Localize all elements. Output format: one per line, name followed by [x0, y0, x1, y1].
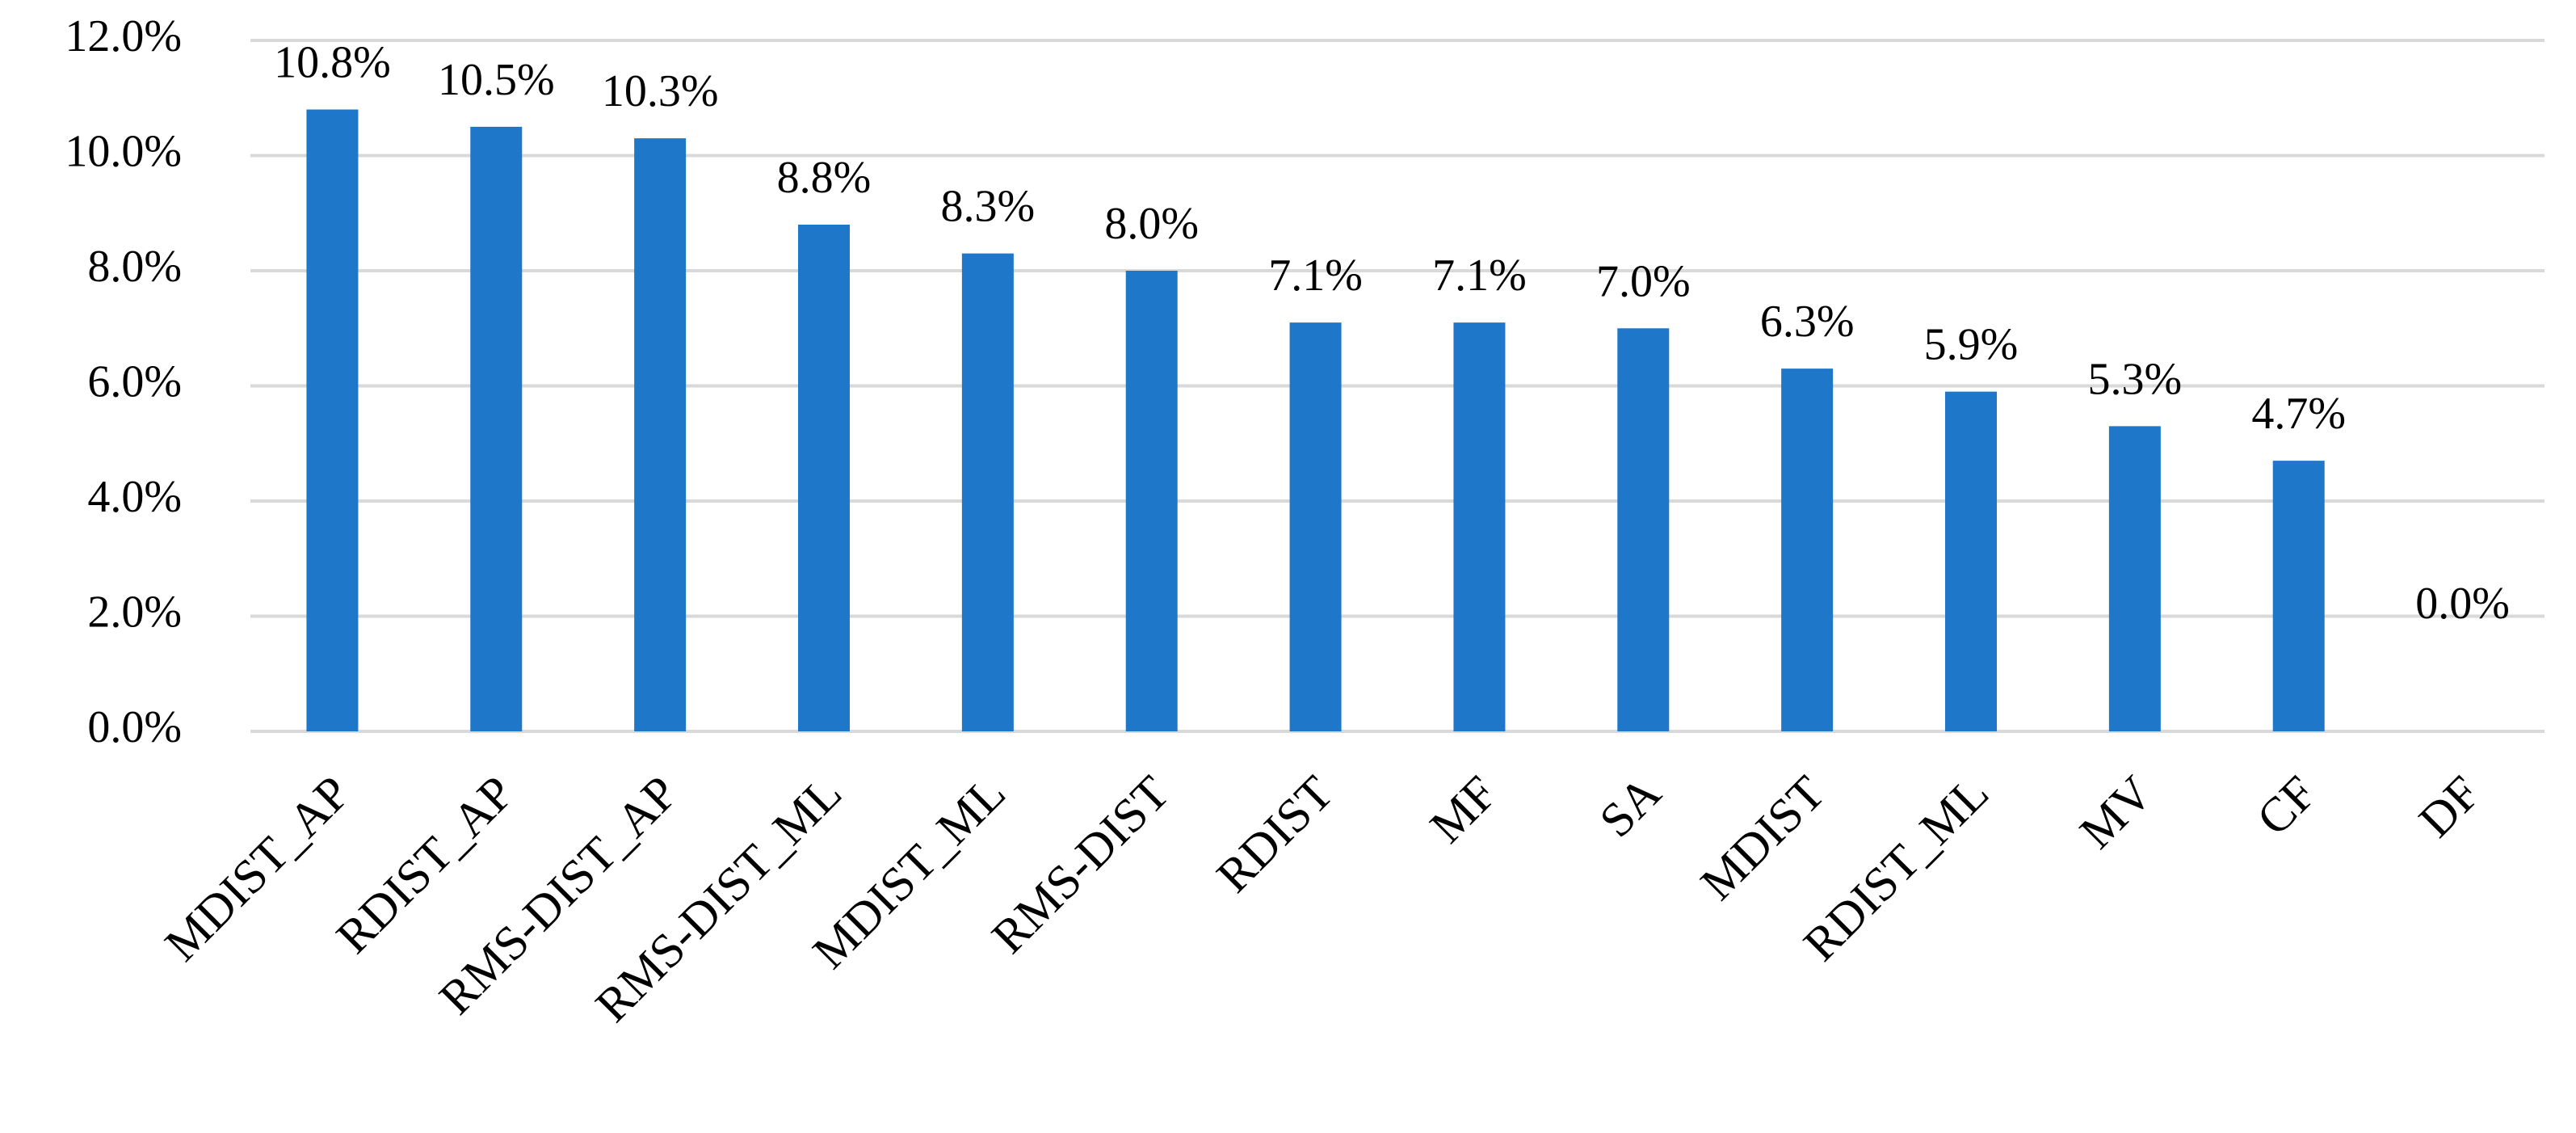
x-tick-label: DF [2409, 766, 2490, 848]
data-label: 8.3% [941, 182, 1036, 232]
y-tick-label: 10.0% [65, 126, 182, 176]
data-label: 7.0% [1596, 256, 1691, 306]
data-label: 7.1% [1432, 251, 1527, 301]
y-tick-label: 4.0% [87, 472, 182, 522]
x-tick-label: SA [1590, 766, 1671, 848]
data-label: 10.8% [274, 38, 391, 88]
gridlines [250, 39, 2544, 733]
data-label: 4.7% [2251, 389, 2346, 439]
data-label: 10.3% [602, 66, 719, 116]
bar [1289, 322, 1342, 731]
bar [1125, 271, 1178, 731]
data-label: 0.0% [2415, 579, 2510, 629]
data-labels: 10.8% 10.5% 10.3% 8.8% 8.3% 8.0% 7.1% 7.1% 7.0% 6… [274, 38, 2510, 630]
bar [1453, 322, 1506, 731]
bar [1781, 369, 1834, 731]
bar [634, 138, 687, 731]
data-label: 5.3% [2088, 354, 2183, 404]
x-tick-label: MDIST_AP [154, 766, 359, 971]
data-label: 8.8% [777, 153, 872, 203]
x-tick-label: MF [1420, 766, 1507, 853]
x-tick-label: MDIST [1691, 766, 1835, 911]
bar [470, 126, 523, 731]
bar [961, 253, 1014, 731]
x-tick-label: RDIST [1207, 766, 1343, 903]
data-label: 8.0% [1104, 199, 1199, 249]
data-label: 5.9% [1924, 320, 2019, 370]
x-tick-label: CF [2246, 766, 2326, 846]
x-tick-label: RMS-DIST [981, 766, 1179, 964]
bar [1617, 328, 1670, 731]
bar [798, 225, 850, 731]
data-label: 10.5% [438, 55, 555, 105]
data-label: 7.1% [1268, 251, 1363, 301]
y-tick-label: 0.0% [87, 702, 182, 752]
y-tick-label: 12.0% [65, 11, 182, 61]
bars [306, 109, 2325, 731]
x-tick-label: MV [2070, 766, 2162, 859]
x-axis-tick-labels: MDIST_APRDIST_APRMS-DIST_APRMS-DIST_MLMD… [154, 766, 2490, 1033]
y-tick-label: 2.0% [87, 587, 182, 637]
data-label: 6.3% [1760, 297, 1855, 347]
y-axis-tick-labels: 0.0% 2.0% 4.0% 6.0% 8.0% 10.0% 12.0% [65, 11, 182, 752]
bar [1945, 391, 1997, 731]
y-tick-label: 8.0% [87, 242, 182, 292]
bar [2108, 426, 2161, 731]
bar [2272, 461, 2325, 731]
y-tick-label: 6.0% [87, 356, 182, 406]
bar [306, 109, 359, 731]
